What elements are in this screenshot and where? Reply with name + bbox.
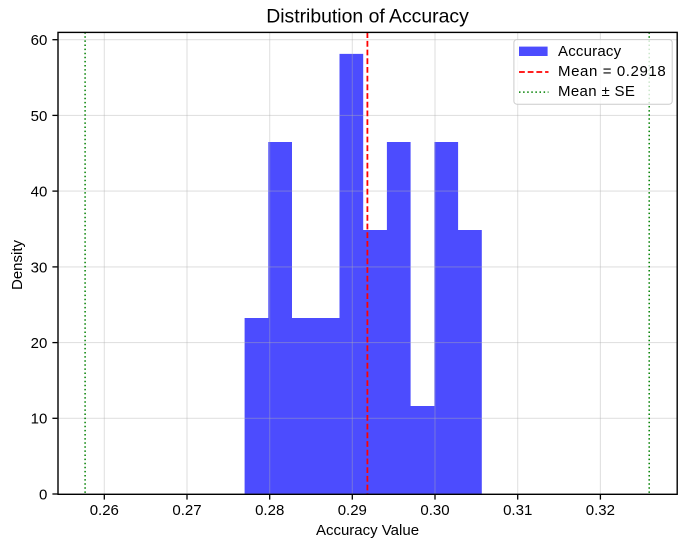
svg-text:0.26: 0.26: [90, 502, 119, 519]
svg-text:0.27: 0.27: [172, 502, 201, 519]
svg-text:40: 40: [31, 184, 48, 201]
svg-text:Distribution of Accuracy: Distribution of Accuracy: [266, 6, 469, 28]
svg-text:20: 20: [31, 335, 48, 352]
svg-text:30: 30: [31, 259, 48, 276]
svg-text:10: 10: [31, 411, 48, 428]
svg-text:0.32: 0.32: [586, 502, 615, 519]
svg-text:Mean ± SE: Mean ± SE: [558, 83, 635, 100]
svg-text:Density: Density: [9, 239, 26, 290]
svg-text:Accuracy Value: Accuracy Value: [316, 522, 419, 539]
svg-text:0.31: 0.31: [503, 502, 532, 519]
svg-text:0: 0: [39, 486, 47, 503]
svg-text:Accuracy: Accuracy: [558, 43, 622, 60]
svg-text:50: 50: [31, 108, 48, 125]
svg-text:0.29: 0.29: [338, 502, 367, 519]
svg-text:60: 60: [31, 32, 48, 49]
svg-text:0.30: 0.30: [420, 502, 449, 519]
svg-text:Mean = 0.2918: Mean = 0.2918: [558, 63, 666, 80]
svg-text:0.28: 0.28: [255, 502, 284, 519]
